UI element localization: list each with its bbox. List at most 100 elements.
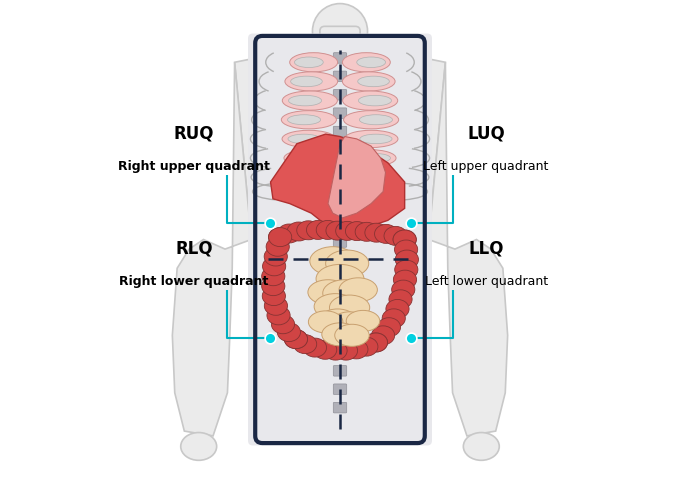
Ellipse shape: [322, 323, 358, 346]
Ellipse shape: [394, 260, 418, 279]
Ellipse shape: [309, 311, 343, 333]
Text: RUQ: RUQ: [173, 124, 214, 142]
Text: Left upper quadrant: Left upper quadrant: [424, 160, 549, 173]
FancyBboxPatch shape: [333, 402, 347, 413]
Ellipse shape: [282, 111, 337, 129]
FancyBboxPatch shape: [333, 237, 347, 247]
Ellipse shape: [326, 250, 369, 277]
Polygon shape: [235, 53, 445, 436]
Ellipse shape: [382, 309, 405, 328]
Ellipse shape: [463, 433, 499, 460]
Ellipse shape: [181, 433, 217, 460]
Ellipse shape: [384, 227, 407, 245]
Ellipse shape: [312, 4, 368, 59]
Ellipse shape: [316, 264, 364, 293]
Ellipse shape: [358, 76, 390, 87]
FancyBboxPatch shape: [333, 347, 347, 358]
Ellipse shape: [323, 280, 367, 307]
Ellipse shape: [267, 306, 290, 325]
Ellipse shape: [343, 111, 398, 129]
Ellipse shape: [344, 130, 398, 148]
Ellipse shape: [290, 184, 335, 199]
Ellipse shape: [262, 286, 286, 306]
FancyBboxPatch shape: [320, 26, 360, 67]
Ellipse shape: [310, 247, 356, 275]
FancyBboxPatch shape: [333, 108, 347, 118]
Text: LUQ: LUQ: [467, 124, 505, 142]
Ellipse shape: [345, 222, 369, 240]
Ellipse shape: [294, 57, 323, 68]
Ellipse shape: [386, 299, 409, 319]
Point: [264, 219, 275, 227]
Ellipse shape: [277, 323, 301, 342]
FancyBboxPatch shape: [333, 310, 347, 321]
Ellipse shape: [292, 173, 321, 182]
Ellipse shape: [288, 134, 320, 144]
Ellipse shape: [364, 333, 388, 352]
FancyBboxPatch shape: [333, 200, 347, 210]
Ellipse shape: [344, 170, 394, 185]
Ellipse shape: [335, 324, 369, 346]
Ellipse shape: [392, 280, 415, 299]
Ellipse shape: [318, 309, 357, 333]
Polygon shape: [328, 137, 386, 218]
Ellipse shape: [296, 221, 320, 240]
Ellipse shape: [375, 224, 398, 243]
Ellipse shape: [393, 270, 417, 289]
Ellipse shape: [288, 115, 320, 125]
Ellipse shape: [359, 173, 388, 182]
Ellipse shape: [335, 341, 358, 360]
Ellipse shape: [360, 115, 392, 125]
Text: Right upper quadrant: Right upper quadrant: [118, 160, 270, 173]
Ellipse shape: [365, 223, 388, 242]
Ellipse shape: [364, 333, 388, 352]
FancyBboxPatch shape: [333, 365, 347, 376]
Ellipse shape: [313, 340, 337, 359]
Ellipse shape: [389, 290, 412, 309]
Ellipse shape: [357, 57, 386, 68]
Text: Right lower quadrant: Right lower quadrant: [119, 274, 269, 288]
Ellipse shape: [345, 340, 368, 359]
FancyBboxPatch shape: [333, 218, 347, 229]
Ellipse shape: [303, 338, 326, 357]
Ellipse shape: [288, 95, 322, 106]
Polygon shape: [172, 62, 252, 436]
Ellipse shape: [355, 222, 378, 241]
FancyBboxPatch shape: [333, 329, 347, 339]
Ellipse shape: [343, 53, 390, 72]
Ellipse shape: [343, 72, 395, 91]
FancyBboxPatch shape: [333, 126, 347, 137]
Ellipse shape: [393, 230, 416, 249]
FancyBboxPatch shape: [333, 255, 347, 266]
Ellipse shape: [287, 222, 310, 241]
Ellipse shape: [269, 228, 292, 247]
Text: RLQ: RLQ: [175, 239, 213, 257]
Ellipse shape: [326, 221, 349, 240]
Point: [405, 219, 416, 227]
Ellipse shape: [358, 188, 386, 195]
FancyBboxPatch shape: [333, 53, 347, 63]
Ellipse shape: [316, 220, 339, 240]
Ellipse shape: [265, 297, 288, 315]
Point: [264, 334, 275, 342]
Ellipse shape: [343, 91, 398, 110]
Ellipse shape: [393, 230, 416, 249]
Point: [405, 334, 416, 342]
FancyBboxPatch shape: [333, 274, 347, 284]
Ellipse shape: [358, 95, 392, 106]
Ellipse shape: [285, 72, 337, 91]
FancyBboxPatch shape: [333, 182, 347, 192]
FancyBboxPatch shape: [333, 384, 347, 395]
Ellipse shape: [377, 318, 401, 337]
Ellipse shape: [264, 247, 288, 266]
Ellipse shape: [308, 280, 348, 305]
Ellipse shape: [360, 134, 392, 144]
Ellipse shape: [314, 294, 356, 319]
FancyBboxPatch shape: [333, 145, 347, 155]
Ellipse shape: [284, 330, 307, 349]
Ellipse shape: [262, 257, 286, 276]
Ellipse shape: [344, 150, 396, 167]
FancyBboxPatch shape: [333, 90, 347, 100]
Ellipse shape: [284, 330, 307, 349]
Ellipse shape: [336, 221, 359, 240]
